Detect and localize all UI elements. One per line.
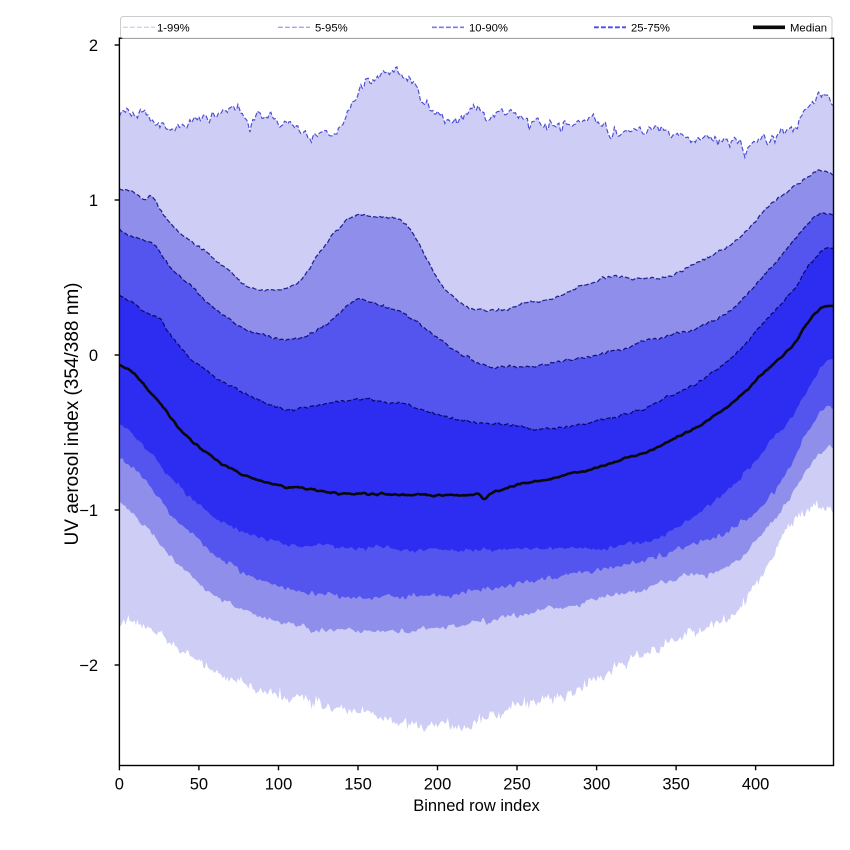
- svg-text:100: 100: [265, 776, 293, 794]
- svg-text:−1: −1: [79, 502, 98, 520]
- svg-text:0: 0: [89, 347, 98, 365]
- svg-text:0: 0: [115, 776, 124, 794]
- svg-text:150: 150: [344, 776, 372, 794]
- svg-text:300: 300: [583, 776, 611, 794]
- svg-text:−2: −2: [79, 657, 98, 675]
- svg-text:1-99%: 1-99%: [157, 23, 190, 35]
- svg-text:Median: Median: [790, 23, 827, 35]
- svg-text:50: 50: [190, 776, 208, 794]
- svg-text:5-95%: 5-95%: [315, 23, 348, 35]
- svg-text:2: 2: [89, 37, 98, 55]
- svg-text:250: 250: [503, 776, 531, 794]
- svg-text:1: 1: [89, 192, 98, 210]
- svg-text:200: 200: [424, 776, 452, 794]
- svg-text:400: 400: [742, 776, 770, 794]
- svg-text:25-75%: 25-75%: [631, 23, 670, 35]
- svg-text:UV aerosol index (354/388 nm): UV aerosol index (354/388 nm): [62, 283, 83, 546]
- svg-text:10-90%: 10-90%: [469, 23, 508, 35]
- svg-text:350: 350: [662, 776, 690, 794]
- svg-text:Binned row index: Binned row index: [413, 797, 540, 815]
